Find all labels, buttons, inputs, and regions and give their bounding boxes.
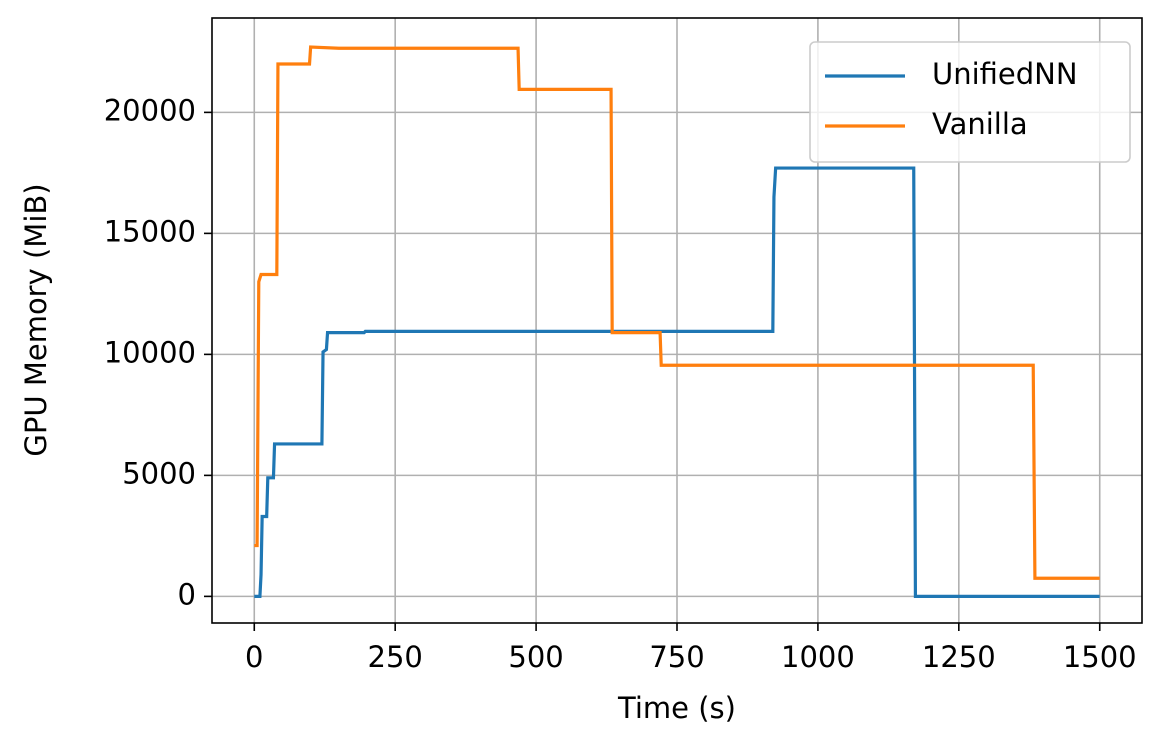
data-line — [254, 45, 1100, 580]
y-tick-label: 0 — [178, 577, 196, 611]
legend-box — [809, 41, 1131, 163]
y-tick-label: 5000 — [122, 456, 196, 490]
x-axis-label: Time (s) — [617, 691, 736, 725]
legend-label: Vanilla — [932, 107, 1028, 141]
y-axis-label: GPU Memory (MiB) — [19, 183, 53, 456]
legend: UnifiedNN Vanilla — [809, 41, 1131, 163]
x-tick-label: 1000 — [781, 640, 855, 674]
x-tick-label: 250 — [368, 640, 423, 674]
data-line — [254, 166, 1100, 598]
x-tick-label: 500 — [508, 640, 563, 674]
y-tick-label: 10000 — [104, 335, 196, 369]
y-tick-label: 20000 — [104, 93, 196, 127]
legend-label: UnifiedNN — [932, 57, 1078, 91]
x-tick-label: 750 — [649, 640, 704, 674]
y-tick-label: 15000 — [104, 214, 196, 248]
x-tick-label: 1250 — [922, 640, 996, 674]
x-tick-label: 0 — [245, 640, 263, 674]
plot-frame — [211, 17, 1143, 624]
x-tick-label: 1500 — [1063, 640, 1137, 674]
